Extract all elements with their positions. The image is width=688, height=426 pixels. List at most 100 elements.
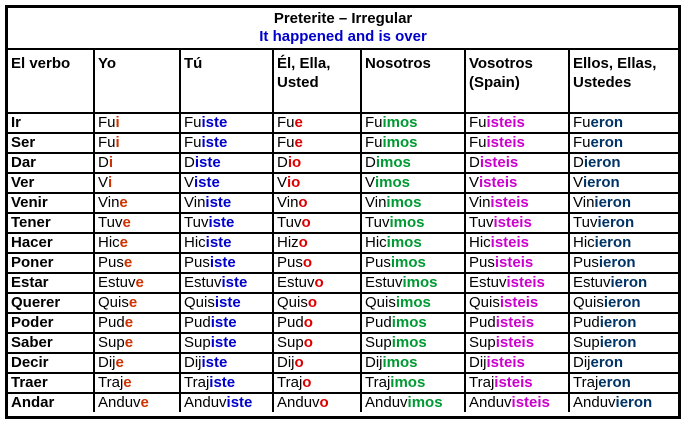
- ending: isteis: [486, 134, 525, 151]
- verb-row: Traer Traje Trajiste Trajo Trajimos Trajistei…: [8, 372, 679, 394]
- stem: Tuv: [277, 214, 302, 231]
- ending: imos: [391, 314, 427, 331]
- conjugation-nosotros: Trajimos: [360, 372, 466, 394]
- ending: ieron: [583, 154, 621, 171]
- stem: Anduv: [184, 394, 227, 411]
- verb-infinitive: Poder: [8, 312, 95, 334]
- stem: Pus: [98, 254, 124, 271]
- conjugation-tu: Pudiste: [179, 312, 274, 334]
- stem: V: [184, 174, 195, 191]
- stem: Sup: [573, 334, 600, 351]
- ending: ieron: [599, 334, 637, 351]
- conjugation-yo: Dije: [93, 352, 181, 374]
- ending: iste: [201, 134, 228, 151]
- conjugation-ellos: Fueron: [567, 132, 679, 154]
- conjugation-nosotros: Pudimos: [360, 312, 466, 334]
- conjugation-yo: Vi: [93, 172, 181, 194]
- header-row: El verbo Yo Tú Él, Ella, Usted Nosotros Vosot…: [8, 48, 679, 114]
- verb-infinitive: Decir: [8, 352, 95, 374]
- conjugation-nosotros: Supimos: [360, 332, 466, 354]
- conjugation-el: Vio: [272, 172, 362, 194]
- ending: e: [294, 114, 303, 131]
- conjugation-yo: Fui: [93, 132, 181, 154]
- verb-infinitive: Traer: [8, 372, 95, 394]
- conjugation-tu: Fuiste: [179, 112, 274, 134]
- ending: eron: [590, 134, 624, 151]
- stem: Pus: [573, 254, 599, 271]
- conjugation-ellos: Dieron: [567, 152, 679, 174]
- table-subtitle: It happened and is over: [259, 28, 427, 45]
- conjugation-vosotros: Tuvisteis: [464, 212, 570, 234]
- conjugation-tu: Quisiste: [179, 292, 274, 314]
- ending: isteis: [494, 374, 533, 391]
- stem: V: [365, 174, 376, 191]
- title-row: Preterite – Irregular It happened and is…: [8, 8, 679, 50]
- ending: imos: [390, 254, 426, 271]
- ending: o: [307, 294, 318, 311]
- ending: e: [294, 134, 303, 151]
- conjugation-el: Tuvo: [272, 212, 362, 234]
- conjugation-ellos: Pudieron: [567, 312, 679, 334]
- ending: e: [119, 234, 129, 251]
- stem: Estuv: [184, 274, 222, 291]
- ending: isteis: [511, 394, 550, 411]
- ending: ieron: [598, 254, 636, 271]
- stem: V: [277, 174, 288, 191]
- verb-infinitive: Estar: [8, 272, 95, 294]
- ending: isteis: [493, 214, 532, 231]
- stem: Estuv: [365, 274, 403, 291]
- stem: Tuv: [469, 214, 494, 231]
- conjugation-nosotros: Estuvimos: [360, 272, 466, 294]
- conjugation-vosotros: Supisteis: [464, 332, 570, 354]
- column-header: Ellos, Ellas, Ustedes: [567, 48, 679, 114]
- conjugation-ellos: Pusieron: [567, 252, 679, 274]
- stem: Hic: [469, 234, 491, 251]
- ending: iste: [194, 174, 220, 191]
- conjugation-tu: Anduviste: [179, 392, 274, 412]
- ending: e: [124, 314, 134, 331]
- stem: Traj: [469, 374, 495, 391]
- stem: Anduv: [469, 394, 512, 411]
- stem: Dij: [98, 354, 116, 371]
- conjugation-tu: Dijiste: [179, 352, 274, 374]
- stem: Sup: [365, 334, 392, 351]
- verb-row: Decir Dije Dijiste Dijo Dijimos Dijisteis Dije…: [8, 352, 679, 374]
- stem: Fu: [184, 114, 202, 131]
- stem: Hiz: [277, 234, 299, 251]
- stem: Anduv: [98, 394, 141, 411]
- stem: Vin: [277, 194, 299, 211]
- verb-row: Venir Vine Viniste Vino Vinimos Vinisteis Vini…: [8, 192, 679, 214]
- stem: Estuv: [573, 274, 611, 291]
- conjugation-vosotros: Vinisteis: [464, 192, 570, 214]
- stem: Fu: [469, 134, 487, 151]
- verb-row: Tener Tuve Tuviste Tuvo Tuvimos Tuvisteis Tuvi…: [8, 212, 679, 234]
- ending: eron: [590, 354, 624, 371]
- stem: Estuv: [98, 274, 136, 291]
- ending: iste: [208, 214, 235, 231]
- conjugation-ellos: Hicieron: [567, 232, 679, 254]
- ending: iste: [205, 234, 232, 251]
- column-header: Yo: [93, 48, 181, 114]
- ending: imos: [382, 114, 418, 131]
- conjugation-yo: Hice: [93, 232, 181, 254]
- stem: Traj: [98, 374, 124, 391]
- ending: o: [314, 274, 324, 291]
- ending: isteis: [486, 354, 525, 371]
- ending: ieron: [597, 214, 635, 231]
- ending: o: [302, 254, 313, 271]
- conjugation-tu: Supiste: [179, 332, 274, 354]
- stem: D: [277, 154, 288, 171]
- verb-infinitive: Andar: [8, 392, 95, 412]
- stem: Pus: [469, 254, 495, 271]
- ending: o: [298, 194, 308, 211]
- ending: iste: [201, 354, 228, 371]
- stem: Vin: [469, 194, 491, 211]
- verb-row: Ir Fui Fuiste Fue Fuimos Fuisteis Fueron: [8, 112, 679, 134]
- verb-infinitive: Querer: [8, 292, 95, 314]
- stem: Anduv: [365, 394, 408, 411]
- conjugation-tu: Diste: [179, 152, 274, 174]
- ending: o: [302, 374, 312, 391]
- conjugation-ellos: Fueron: [567, 112, 679, 134]
- conjugation-yo: Estuve: [93, 272, 181, 294]
- ending: o: [298, 234, 308, 251]
